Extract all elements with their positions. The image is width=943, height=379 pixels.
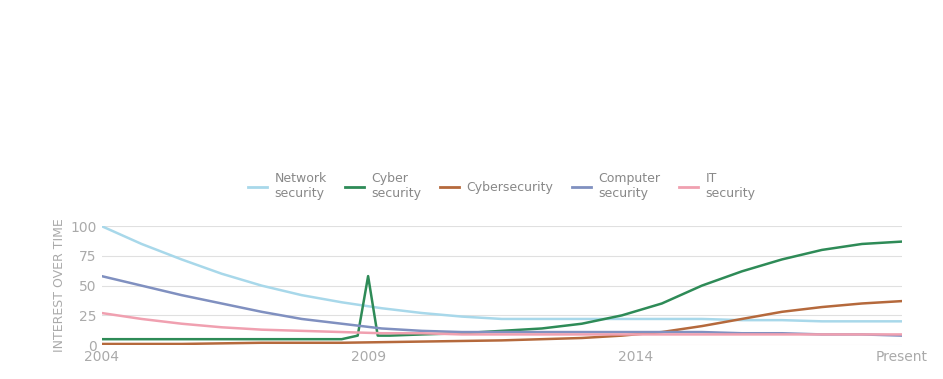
Legend: Network
security, Cyber
security, Cybersecurity, Computer
security, IT
security: Network security, Cyber security, Cybers… — [243, 167, 760, 205]
Y-axis label: INTEREST OVER TIME: INTEREST OVER TIME — [53, 219, 66, 352]
